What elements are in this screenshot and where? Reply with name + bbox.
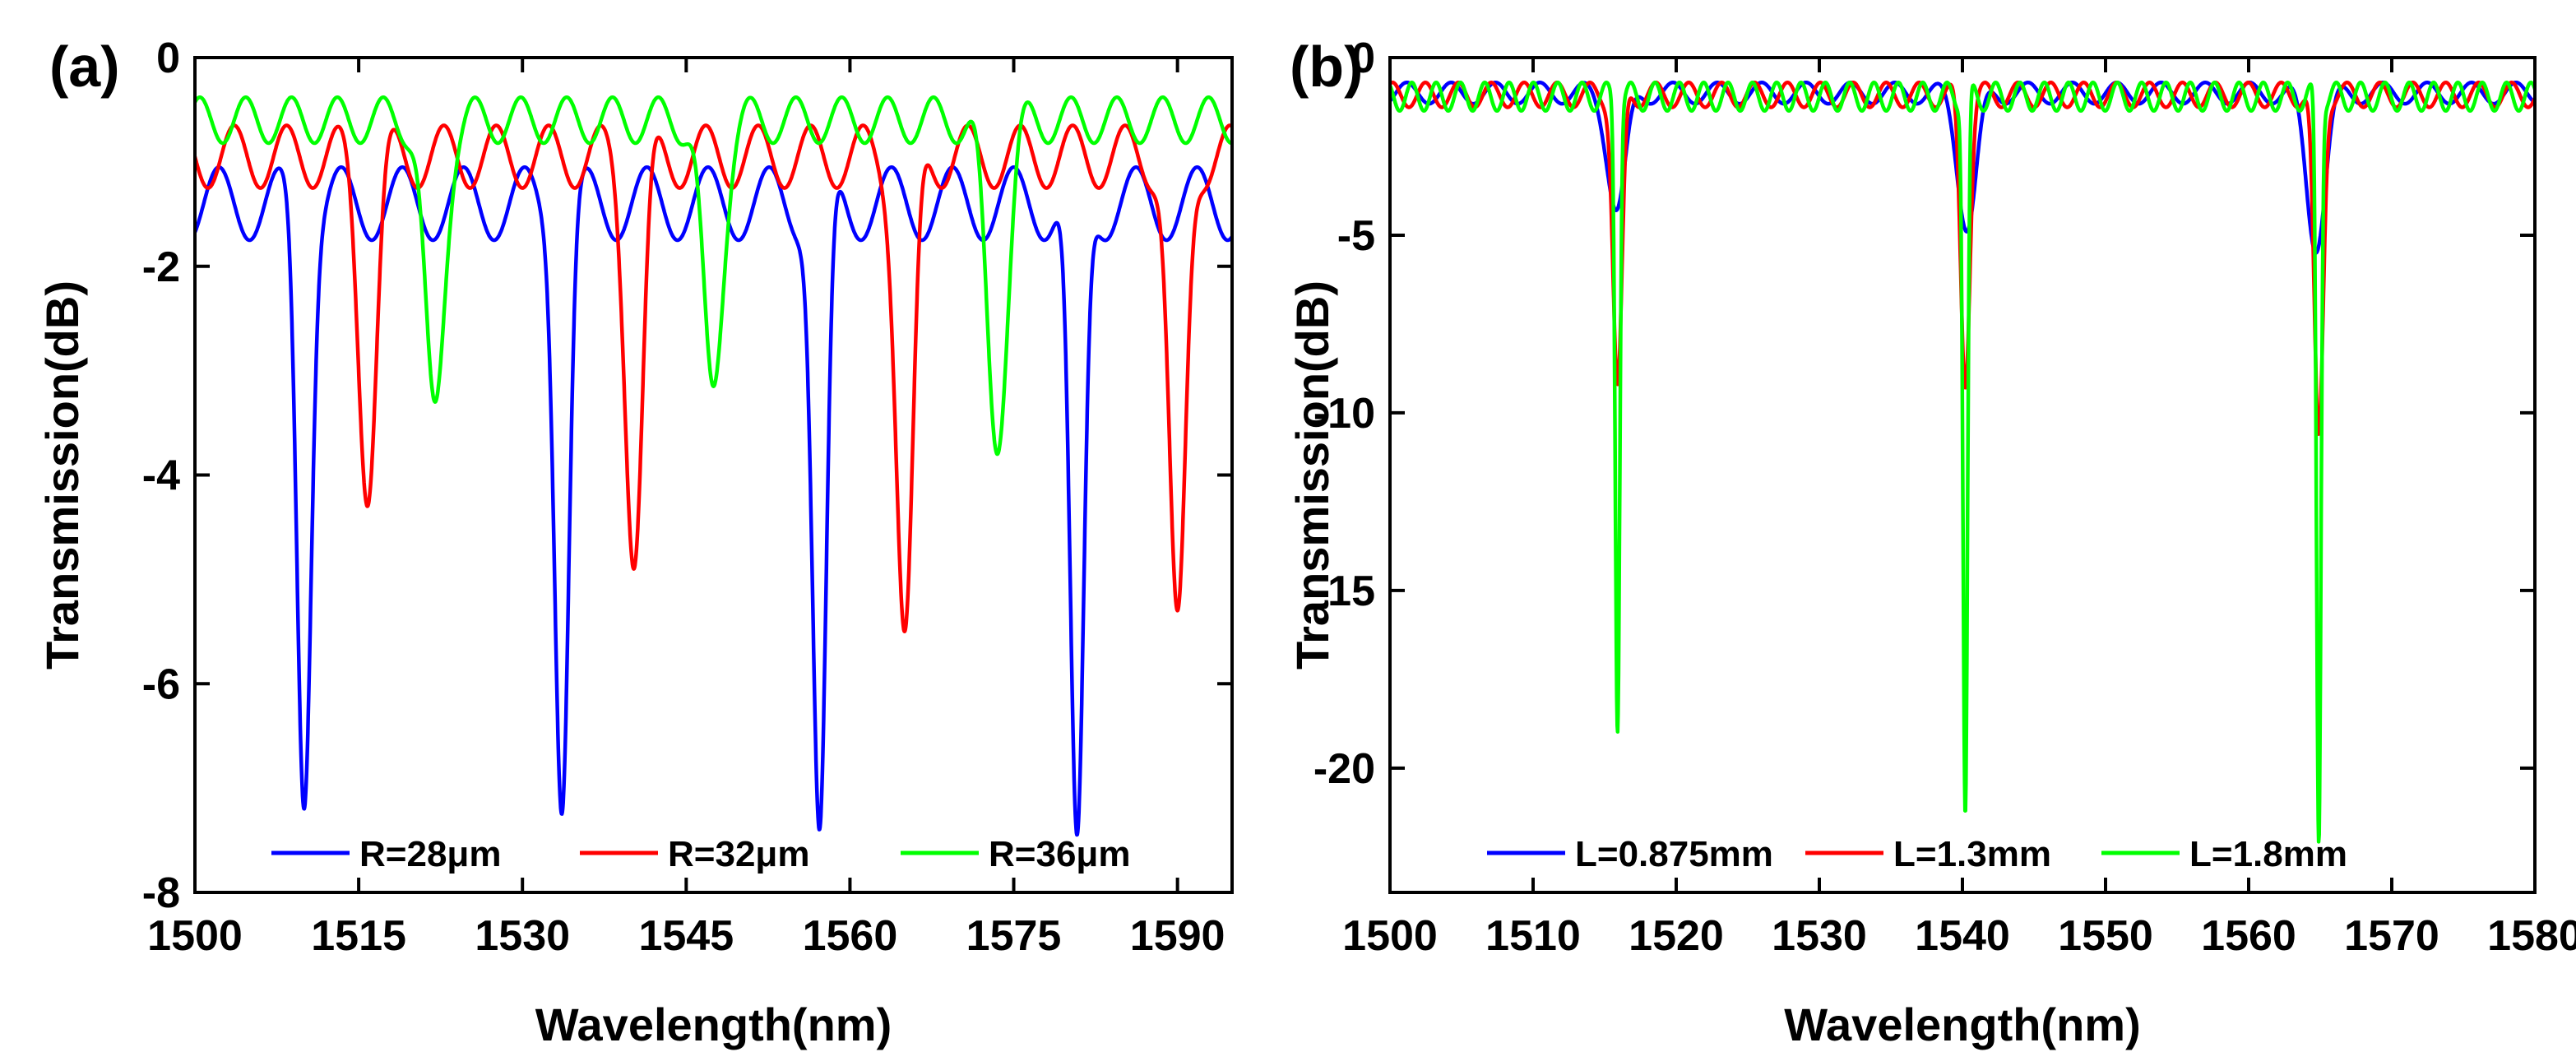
legend-label-2: R=32μm	[668, 834, 809, 874]
x-tick-label: 1510	[1485, 912, 1581, 960]
y-tick-label: -5	[1337, 212, 1375, 260]
x-tick-label: 1560	[803, 912, 898, 960]
y-tick-label: -6	[142, 660, 180, 708]
y-tick-label: 0	[156, 35, 180, 82]
legend-label-2: L=1.3mm	[1893, 834, 2051, 874]
series-line-1	[195, 165, 1232, 837]
legend-label-3: L=1.8mm	[2189, 834, 2347, 874]
series-line-2	[195, 123, 1232, 634]
x-axis-label: Wavelength(nm)	[1784, 999, 2140, 1050]
y-tick-label: 0	[1351, 35, 1375, 82]
chart-panel-a: 1500 1515 1530 1545 1560 1575 1590 0 -2 -4 -6 -8 Wav…	[36, 35, 1234, 1050]
legend-label-1: R=28μm	[359, 834, 501, 874]
x-tick-label: 1570	[2344, 912, 2439, 960]
y-axis-label: Transmission(dB)	[36, 280, 88, 670]
y-tick-label: -8	[142, 869, 180, 917]
legend-label-3: R=36μm	[989, 834, 1130, 874]
y-tick-label: -4	[142, 452, 180, 500]
y-tick-label: -2	[142, 243, 180, 291]
x-tick-label: 1530	[1772, 912, 1867, 960]
x-tick-label: 1500	[147, 912, 243, 960]
y-tick-label: -15	[1313, 568, 1375, 615]
x-tick-label: 1575	[966, 912, 1062, 960]
x-tick-label: 1550	[2058, 912, 2153, 960]
y-tick-label: -20	[1313, 745, 1375, 793]
panel-label: (b)	[1290, 35, 1363, 99]
x-tick-label: 1545	[638, 912, 734, 960]
panel-label: (a)	[49, 35, 120, 99]
series-line-3	[1390, 80, 2535, 844]
x-tick-label: 1520	[1629, 912, 1724, 960]
x-tick-label: 1500	[1342, 912, 1438, 960]
x-tick-label: 1590	[1130, 912, 1225, 960]
x-tick-label: 1540	[1915, 912, 2010, 960]
series-line-3	[195, 95, 1232, 456]
x-tick-label: 1580	[2487, 912, 2576, 960]
y-axis-label: Transmission(dB)	[1286, 280, 1338, 670]
chart-panel-b: 1500 1510 1520 1530 1540 1550 1560 1570 1580 0 -5 -…	[1286, 35, 2576, 1050]
x-tick-label: 1515	[311, 912, 406, 960]
legend-label-1: L=0.875mm	[1575, 834, 1773, 874]
x-tick-label: 1530	[475, 912, 570, 960]
y-tick-label: -10	[1313, 390, 1375, 438]
x-tick-label: 1560	[2201, 912, 2296, 960]
x-axis-label: Wavelength(nm)	[535, 999, 892, 1050]
